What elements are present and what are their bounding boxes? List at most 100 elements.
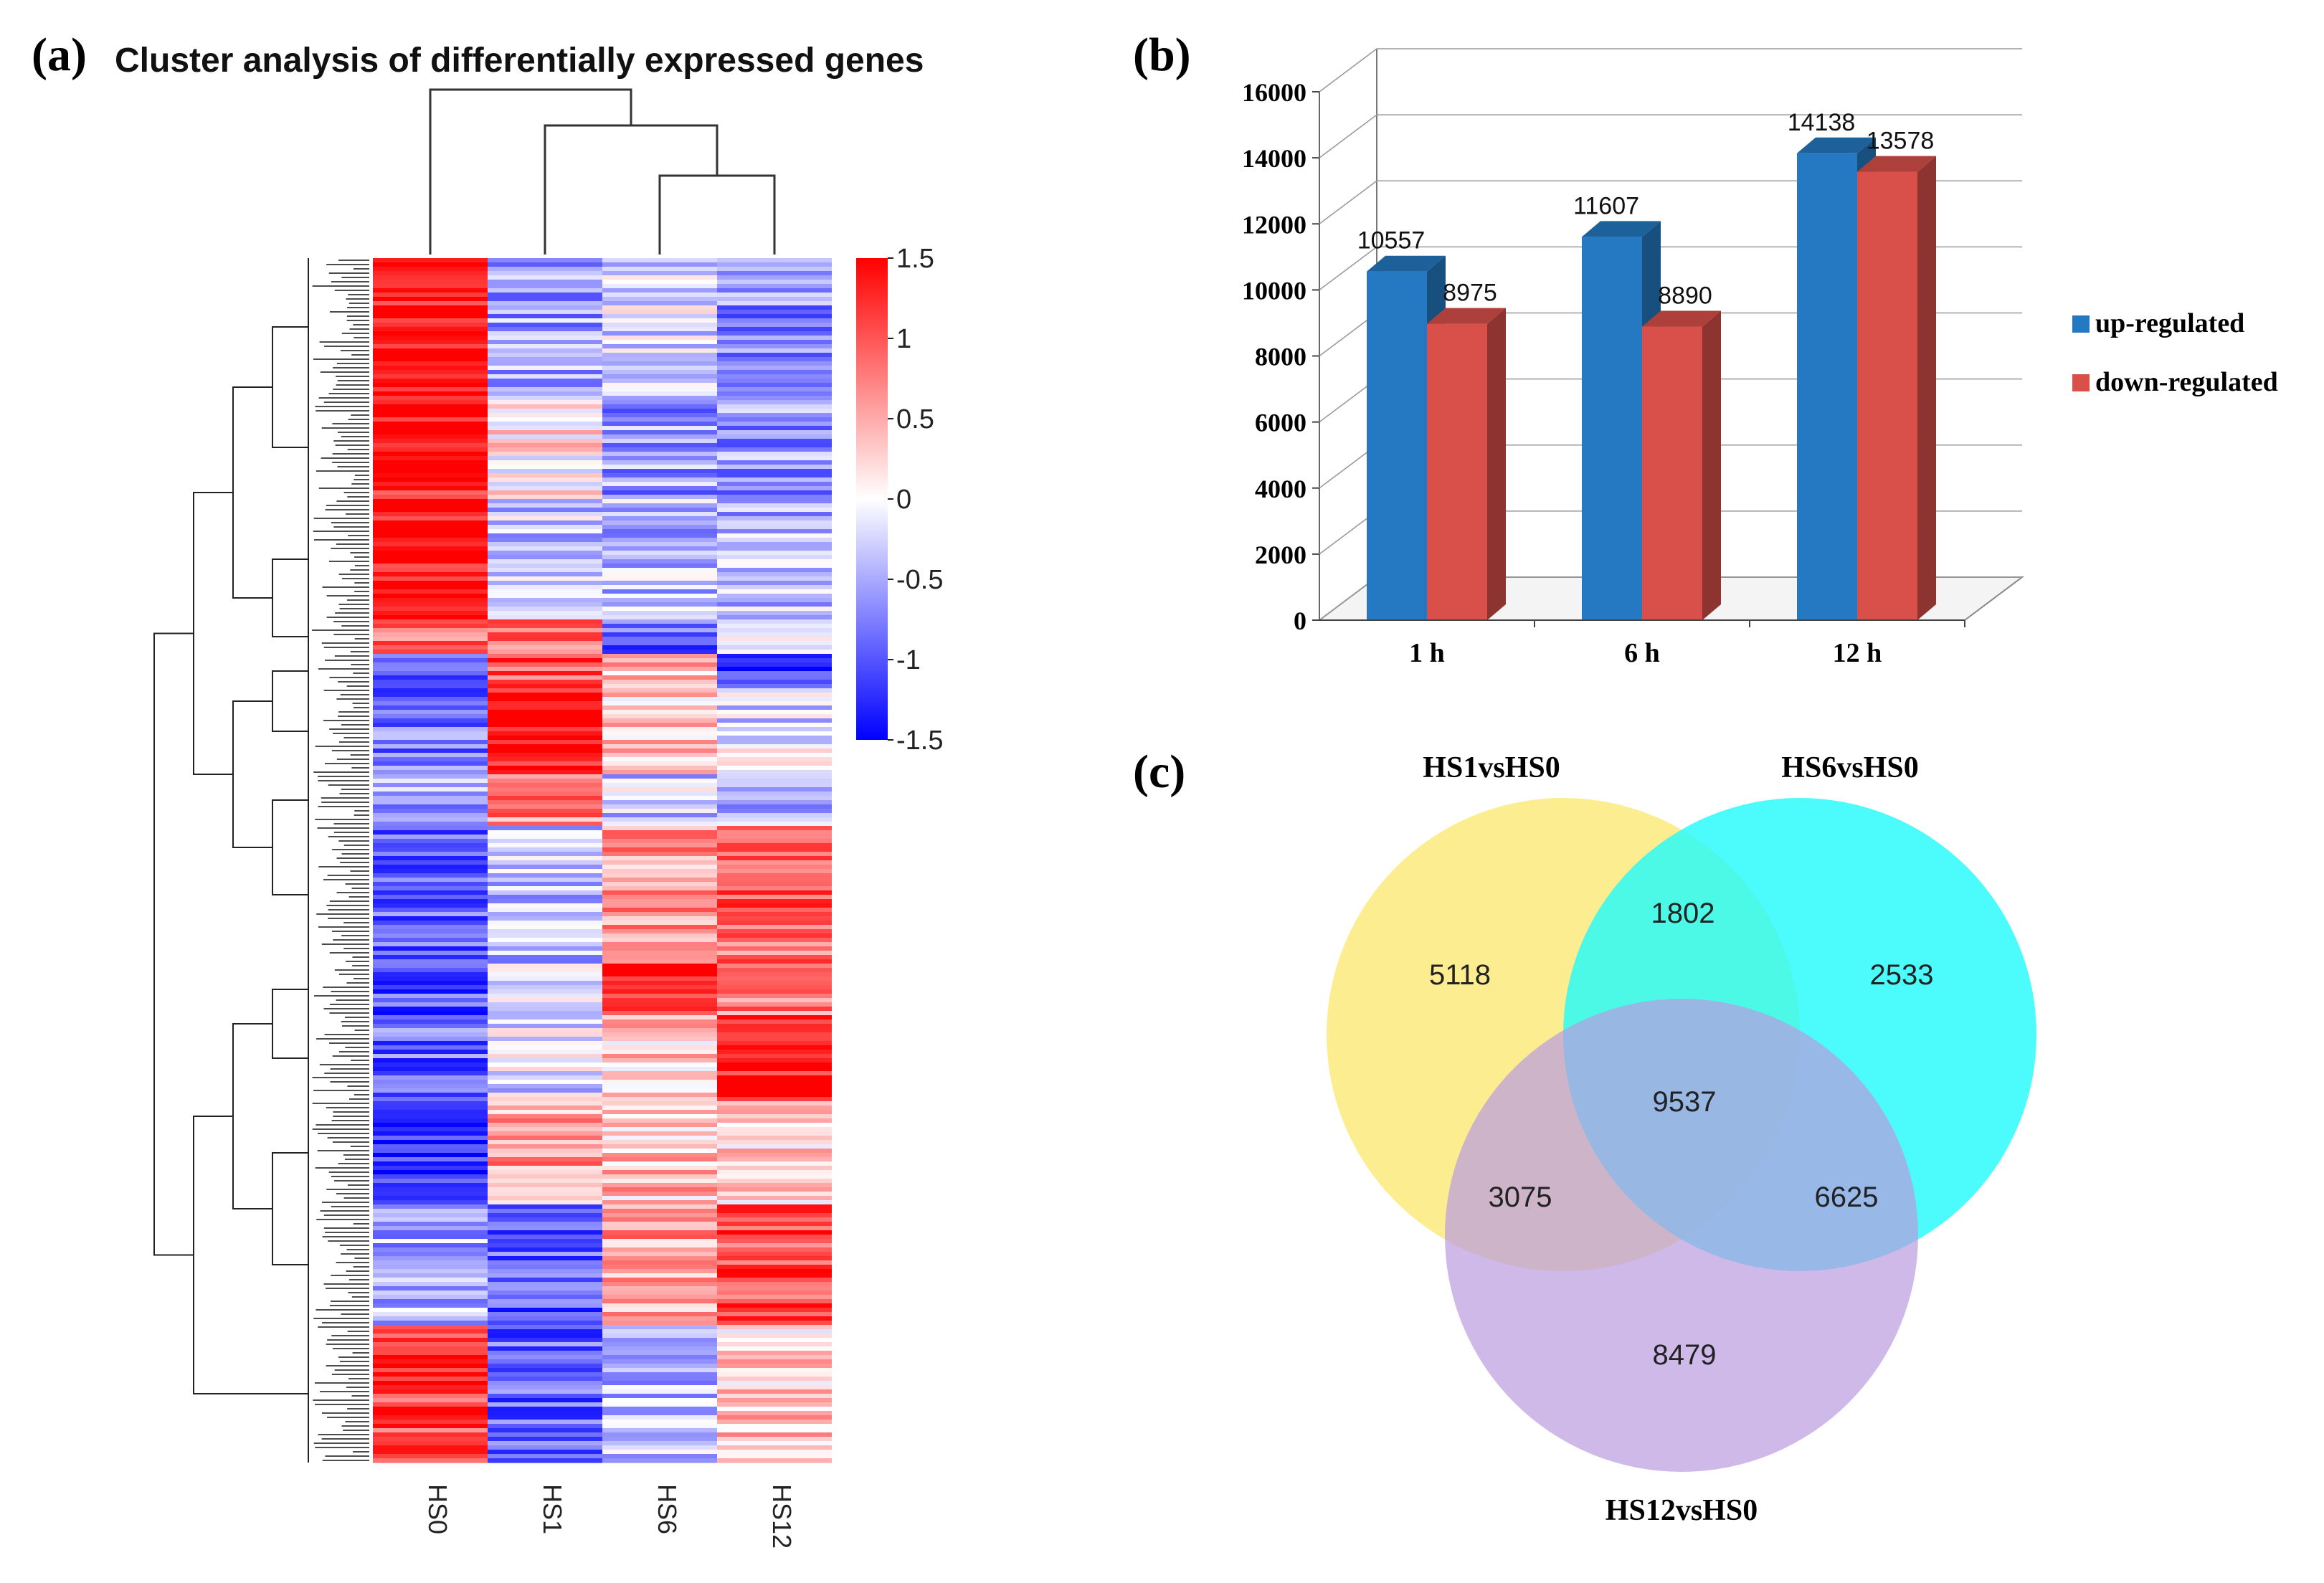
heatmap-cell <box>602 1432 717 1437</box>
heatmap-cell <box>373 856 488 861</box>
heatmap-cell <box>602 822 717 827</box>
heatmap-cell <box>717 1334 832 1339</box>
heatmap-cell <box>602 1235 717 1240</box>
heatmap-cell <box>488 873 602 878</box>
heatmap-cell <box>373 783 488 788</box>
heatmap-cell <box>373 336 488 341</box>
heatmap-cell <box>717 865 832 870</box>
heatmap-cell <box>488 439 602 444</box>
heatmap-cell <box>373 946 488 951</box>
heatmap-cell <box>602 594 717 599</box>
heatmap-cell <box>717 1101 832 1106</box>
heatmap-cell <box>717 1226 832 1231</box>
heatmap-cell <box>717 959 832 964</box>
heatmap-cell <box>488 1097 602 1102</box>
heatmap-cell <box>488 1209 602 1214</box>
heatmap-cell <box>373 1106 488 1111</box>
heatmap-cell <box>717 361 832 366</box>
heatmap-cell <box>717 662 832 667</box>
heatmap-cell <box>373 1398 488 1403</box>
heatmap-cell <box>602 718 717 723</box>
heatmap-cell <box>717 572 832 577</box>
heatmap-cell <box>488 318 602 323</box>
heatmap-cell <box>602 654 717 659</box>
heatmap-cell <box>373 748 488 754</box>
heatmap-cell <box>488 843 602 848</box>
heatmap-cell <box>717 688 832 693</box>
heatmap-cell <box>602 1411 717 1416</box>
heatmap-cell <box>373 512 488 517</box>
heatmap-cell <box>373 589 488 594</box>
heatmap-cell <box>602 787 717 792</box>
heatmap-cell <box>717 564 832 569</box>
heatmap-cell <box>488 886 602 891</box>
heatmap-cell <box>602 1106 717 1111</box>
heatmap-cell <box>717 404 832 409</box>
heatmap-cell <box>717 1368 832 1373</box>
heatmap-cell <box>373 1058 488 1063</box>
heatmap-cell <box>488 1407 602 1412</box>
heatmap-cell <box>717 1243 832 1248</box>
heatmap-cell <box>488 340 602 345</box>
heatmap-cell <box>717 1144 832 1149</box>
heatmap-cell <box>602 1015 717 1020</box>
heatmap-cell <box>602 1316 717 1321</box>
heatmap-cell <box>602 581 717 586</box>
heatmap-cell <box>717 921 832 926</box>
heatmap-cell <box>602 1131 717 1136</box>
heatmap-cell <box>602 391 717 396</box>
heatmap-cell <box>488 852 602 857</box>
heatmap-cell <box>488 688 602 693</box>
heatmap-cell <box>717 348 832 353</box>
heatmap-cell <box>602 1299 717 1304</box>
heatmap-cell <box>488 1454 602 1459</box>
heatmap-cell <box>488 555 602 560</box>
heatmap-cell <box>488 710 602 715</box>
heatmap-cell <box>373 1054 488 1059</box>
heatmap-cell <box>602 792 717 797</box>
heatmap-cell <box>488 1071 602 1076</box>
heatmap-cell <box>717 1174 832 1179</box>
heatmap-cell <box>373 1325 488 1330</box>
heatmap-cell <box>373 903 488 908</box>
heatmap-cell <box>717 1217 832 1222</box>
bar-y-tick-label: 0 <box>1294 607 1306 635</box>
heatmap-cell <box>602 1398 717 1403</box>
heatmap-cell <box>488 1325 602 1330</box>
heatmap-cell <box>602 1282 717 1287</box>
heatmap-cell <box>602 1041 717 1046</box>
heatmap-cell <box>717 1432 832 1437</box>
heatmap-cell <box>488 490 602 495</box>
heatmap-cell <box>602 318 717 323</box>
bar-front <box>1857 171 1917 621</box>
heatmap-cell <box>373 662 488 667</box>
heatmap-cell <box>488 705 602 710</box>
heatmap-cell <box>717 490 832 495</box>
heatmap-cell <box>717 925 832 930</box>
heatmap-cell <box>373 908 488 913</box>
heatmap-cell <box>717 589 832 594</box>
heatmap-cell <box>488 1351 602 1356</box>
heatmap-cell <box>602 344 717 349</box>
heatmap-cell <box>602 1063 717 1068</box>
heatmap-cell <box>717 1424 832 1429</box>
heatmap-cell <box>373 1265 488 1270</box>
heatmap-cell <box>488 443 602 448</box>
heatmap-cell <box>373 1420 488 1425</box>
heatmap-cell <box>717 701 832 706</box>
heatmap-cell <box>488 1007 602 1012</box>
heatmap-cell <box>488 1402 602 1407</box>
heatmap-column-labels: HS0 HS1 HS6 HS12 <box>423 1484 797 1549</box>
heatmap-cell <box>602 1217 717 1222</box>
heatmap-cell <box>717 323 832 328</box>
heatmap-cell <box>488 508 602 513</box>
heatmap-cell <box>602 508 717 513</box>
heatmap-cell <box>488 1334 602 1339</box>
heatmap-cell <box>717 645 832 650</box>
heatmap-cell <box>488 714 602 719</box>
heatmap-cell <box>717 1290 832 1296</box>
heatmap-cell <box>488 619 602 624</box>
heatmap-cell <box>717 650 832 655</box>
heatmap-cell <box>717 1157 832 1162</box>
heatmap-cell <box>717 899 832 904</box>
